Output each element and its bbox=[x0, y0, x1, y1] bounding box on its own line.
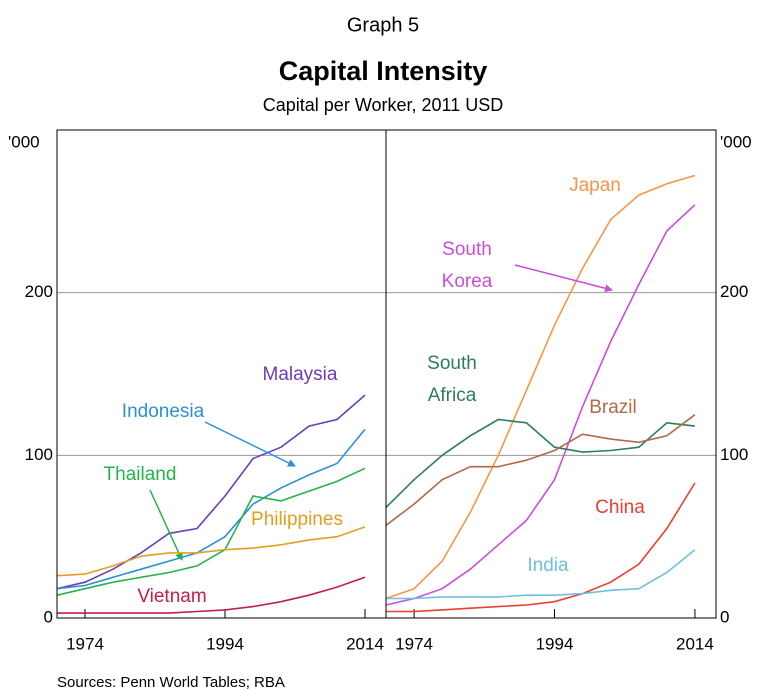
x-tick-label: 1974 bbox=[66, 634, 104, 653]
series-line bbox=[385, 204, 696, 606]
y-unit-label: '000 bbox=[8, 132, 40, 151]
y-tick-label: 0 bbox=[44, 607, 53, 626]
label-line: Korea bbox=[442, 271, 493, 292]
series-line bbox=[386, 549, 696, 600]
x-tick-label: 1974 bbox=[395, 634, 433, 653]
graph-number: Graph 5 bbox=[347, 14, 419, 36]
series-label: Brazil bbox=[589, 397, 637, 418]
chart-subtitle: Capital per Worker, 2011 USD bbox=[263, 95, 503, 115]
x-tick-label: 2014 bbox=[346, 634, 384, 653]
label-arrow bbox=[204, 421, 296, 467]
series-label: Thailand bbox=[104, 464, 177, 485]
y-tick-label: 100 bbox=[720, 445, 748, 464]
series-line bbox=[56, 428, 366, 590]
series-line bbox=[56, 526, 366, 577]
series-label: China bbox=[595, 497, 645, 518]
source-note: Sources: Penn World Tables; RBA bbox=[57, 674, 285, 691]
series-label: South Korea bbox=[442, 239, 493, 292]
label-arrow bbox=[514, 264, 613, 293]
y-tick-label: 0 bbox=[720, 607, 729, 626]
series-label: Indonesia bbox=[122, 401, 205, 422]
series-line bbox=[385, 414, 696, 526]
series-line bbox=[386, 482, 696, 613]
label-line: South bbox=[442, 239, 492, 260]
label-line: South bbox=[427, 353, 477, 374]
series-line bbox=[57, 576, 366, 614]
series-label: Malaysia bbox=[263, 364, 338, 385]
y-tick-label: 100 bbox=[25, 445, 53, 464]
x-tick-label: 1994 bbox=[536, 634, 574, 653]
series-line bbox=[56, 467, 366, 596]
series-label: South Africa bbox=[427, 353, 477, 406]
series-line bbox=[56, 394, 366, 590]
label-arrow bbox=[149, 489, 183, 561]
chart-title: Capital Intensity bbox=[279, 56, 488, 86]
plots: 0 100 200 '000 1974 1994 2014 Malaysia Indonesia… bbox=[8, 132, 752, 653]
y-unit-label: '000 bbox=[720, 132, 752, 151]
series-line bbox=[385, 174, 696, 600]
y-tick-label: 200 bbox=[25, 282, 53, 301]
x-tick-label: 1994 bbox=[206, 634, 244, 653]
series-label: Vietnam bbox=[137, 586, 206, 607]
label-line: Africa bbox=[428, 385, 477, 406]
series-line bbox=[385, 418, 695, 508]
y-tick-label: 200 bbox=[720, 282, 748, 301]
series-label: India bbox=[527, 555, 569, 576]
x-tick-label: 2014 bbox=[676, 634, 714, 653]
series-label: Philippines bbox=[251, 509, 343, 530]
series-label: Japan bbox=[569, 175, 621, 196]
